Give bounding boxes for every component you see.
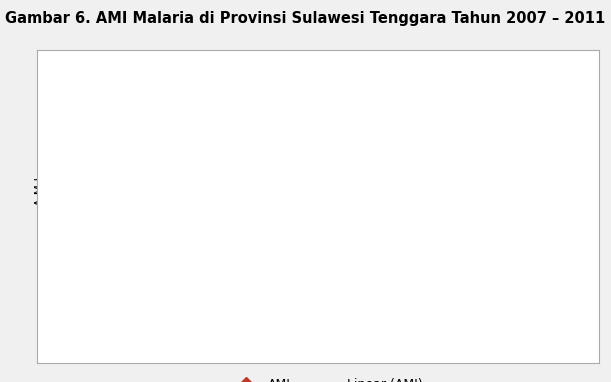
Y-axis label: A M I: A M I — [34, 176, 47, 206]
Text: 11.92: 11.92 — [485, 149, 518, 162]
Legend: AMI, Linear (AMI): AMI, Linear (AMI) — [225, 372, 428, 382]
Line: AMI: AMI — [154, 92, 500, 173]
Linear (AMI) — [500, 180, 508, 185]
Linear (AMI) — [161, 100, 169, 104]
Linear (AMI) — [514, 183, 522, 188]
Text: Gambar 6. AMI Malaria di Provinsi Sulawesi Tenggara Tahun 2007 – 2011: Gambar 6. AMI Malaria di Provinsi Sulawe… — [5, 11, 606, 26]
Linear (AMI) — [535, 188, 542, 193]
Linear (AMI) — [211, 112, 219, 116]
Linear (AMI) — [243, 119, 251, 124]
Line: Linear (AMI): Linear (AMI) — [141, 97, 538, 190]
AMI — [239, 110, 246, 115]
AMI — [154, 94, 161, 98]
AMI — [408, 163, 415, 168]
AMI — [492, 167, 500, 171]
AMI — [323, 156, 331, 161]
Linear (AMI) — [137, 94, 145, 99]
Text: 12.23: 12.23 — [400, 146, 434, 159]
Text: 18.29: 18.29 — [136, 76, 169, 89]
Text: 12.82: 12.82 — [316, 139, 349, 152]
Linear (AMI) — [153, 98, 161, 102]
Text: 16.87: 16.87 — [231, 92, 265, 105]
